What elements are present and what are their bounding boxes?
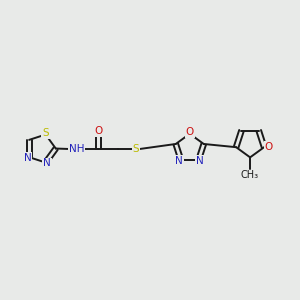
Text: S: S bbox=[42, 128, 49, 138]
Text: CH₃: CH₃ bbox=[240, 170, 258, 180]
Text: O: O bbox=[186, 127, 194, 137]
Text: N: N bbox=[176, 156, 183, 166]
Text: NH: NH bbox=[69, 144, 84, 154]
Text: N: N bbox=[196, 156, 204, 166]
Text: N: N bbox=[43, 158, 51, 168]
Text: O: O bbox=[94, 126, 103, 136]
Text: O: O bbox=[264, 142, 273, 152]
Text: N: N bbox=[24, 153, 32, 163]
Text: S: S bbox=[133, 144, 139, 154]
